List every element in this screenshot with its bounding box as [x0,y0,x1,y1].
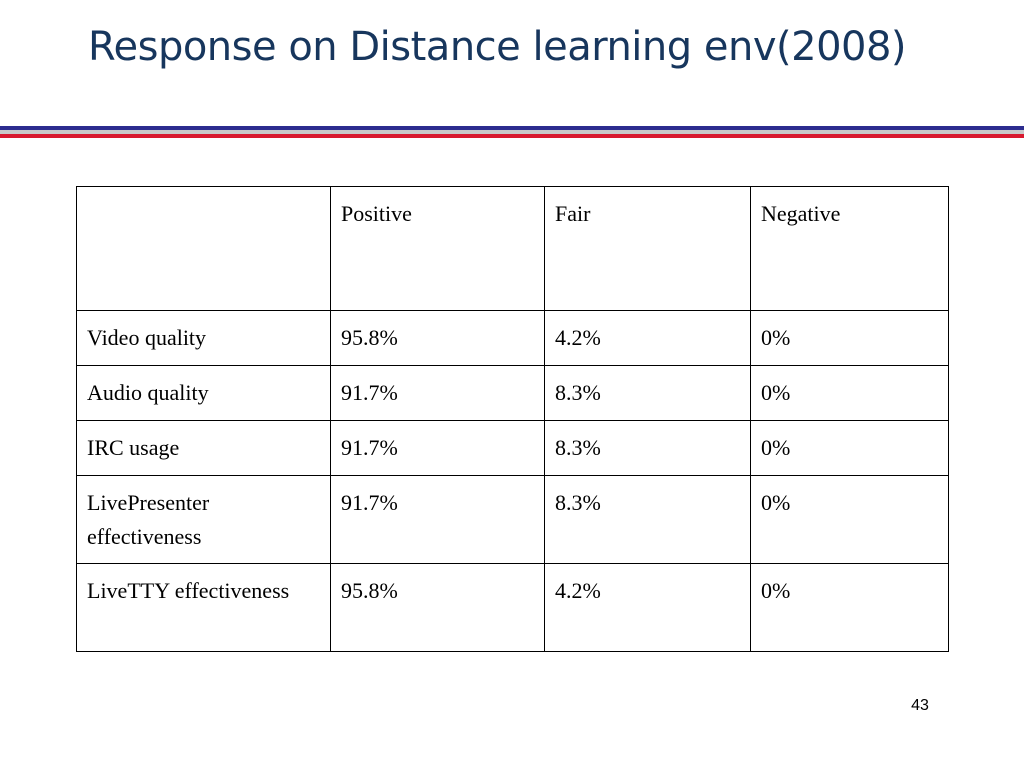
negative-cell: 0% [750,563,949,652]
positive-cell: 91.7% [330,475,545,564]
table-row: LiveTTY effectiveness 95.8% 4.2% 0% [76,563,949,652]
header-cell-positive: Positive [330,186,545,311]
table-row: LivePresenter effectiveness 91.7% 8.3% 0… [76,475,949,564]
row-label-cell: LivePresenter effectiveness [76,475,331,564]
title-rule-blue [0,126,1024,130]
header-cell-empty [76,186,331,311]
response-table: Positive Fair Negative Video quality 95.… [76,186,949,652]
header-cell-fair: Fair [544,186,751,311]
fair-cell: 4.2% [544,563,751,652]
table-row: IRC usage 91.7% 8.3% 0% [76,420,949,476]
row-label-cell: LiveTTY effectiveness [76,563,331,652]
fair-cell: 4.2% [544,310,751,366]
title-rule-gray [0,130,1024,134]
positive-cell: 91.7% [330,420,545,476]
fair-cell: 8.3% [544,475,751,564]
fair-cell: 8.3% [544,365,751,421]
header-cell-negative: Negative [750,186,949,311]
negative-cell: 0% [750,310,949,366]
page-number: 43 [911,697,929,714]
table-header-row: Positive Fair Negative [76,186,949,311]
table-row: Audio quality 91.7% 8.3% 0% [76,365,949,421]
slide-title: Response on Distance learning env(2008) [88,24,907,70]
negative-cell: 0% [750,420,949,476]
negative-cell: 0% [750,475,949,564]
positive-cell: 95.8% [330,310,545,366]
negative-cell: 0% [750,365,949,421]
table-row: Video quality 95.8% 4.2% 0% [76,310,949,366]
fair-cell: 8.3% [544,420,751,476]
positive-cell: 95.8% [330,563,545,652]
title-rule-red [0,134,1024,138]
row-label-cell: Audio quality [76,365,331,421]
row-label-cell: IRC usage [76,420,331,476]
positive-cell: 91.7% [330,365,545,421]
row-label-cell: Video quality [76,310,331,366]
